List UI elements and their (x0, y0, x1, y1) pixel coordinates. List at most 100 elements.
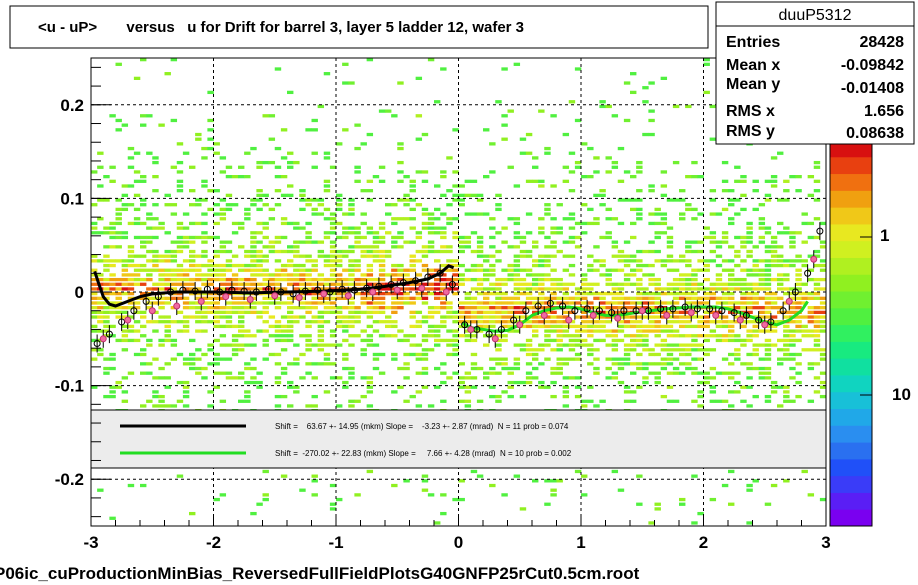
heatmap-cell (654, 329, 661, 333)
heatmap-cell (495, 343, 502, 347)
heatmap-cell (97, 259, 104, 263)
heatmap-cell (103, 282, 110, 286)
heatmap-cell (164, 376, 171, 380)
heatmap-cell (654, 287, 661, 291)
heatmap-cell (483, 296, 490, 300)
heatmap-cell (581, 287, 588, 291)
heatmap-cell (121, 390, 129, 394)
heatmap-cell (115, 62, 122, 66)
heatmap-cell (519, 151, 527, 155)
heatmap-cell (360, 142, 367, 146)
heatmap-cell (581, 292, 588, 296)
heatmap-cell (360, 292, 367, 296)
heatmap-cell (329, 240, 337, 244)
heatmap-cell (268, 137, 276, 141)
heatmap-cell (305, 128, 312, 132)
heatmap-cell (752, 292, 759, 296)
heatmap-cell (152, 329, 159, 333)
heatmap-cell (409, 189, 416, 193)
heatmap-cell (366, 315, 374, 319)
heatmap-cell (127, 146, 135, 151)
heatmap-cell (538, 231, 545, 235)
heatmap-cell (709, 334, 717, 338)
heatmap-cell (501, 324, 508, 329)
heatmap-cell (721, 179, 729, 183)
heatmap-cell (146, 320, 153, 324)
heatmap-cell (525, 362, 533, 366)
heatmap-cell (311, 343, 318, 347)
data-point (265, 285, 273, 293)
heatmap-cell (287, 380, 294, 385)
heatmap-cell (819, 394, 827, 399)
heatmap-cell (513, 320, 521, 324)
heatmap-cell (795, 362, 802, 366)
heatmap-cell (611, 292, 619, 296)
heatmap-cell (140, 254, 147, 258)
heatmap-cell (740, 259, 747, 263)
heatmap-cell (789, 310, 796, 314)
heatmap-cell (489, 394, 496, 399)
heatmap-cell (507, 306, 514, 310)
heatmap-cell (434, 259, 441, 263)
heatmap-cell (121, 338, 129, 343)
heatmap-cell (329, 277, 337, 282)
heatmap-cell (305, 203, 312, 207)
heatmap-cell (452, 497, 459, 502)
heatmap-cell (140, 292, 147, 296)
heatmap-cell (654, 310, 661, 314)
heatmap-cell (470, 469, 478, 474)
heatmap-cell (262, 338, 269, 343)
heatmap-cell (378, 179, 386, 183)
heatmap-cell (752, 366, 759, 371)
heatmap-cell (336, 198, 343, 202)
heatmap-cell (201, 179, 208, 183)
heatmap-cell (201, 376, 208, 380)
heatmap-cell (213, 221, 220, 226)
heatmap-cell (421, 226, 429, 230)
heatmap-cell (372, 357, 380, 361)
heatmap-cell (182, 324, 190, 329)
heatmap-cell (152, 203, 159, 207)
heatmap-cell (789, 334, 796, 338)
heatmap-cell (587, 329, 594, 333)
heatmap-cell (777, 221, 784, 226)
heatmap-cell (581, 277, 588, 282)
heatmap-cell (146, 249, 153, 254)
heatmap-cell (813, 160, 821, 165)
heatmap-cell (574, 118, 582, 123)
heatmap-cell (464, 235, 472, 240)
heatmap-cell (470, 179, 478, 183)
heatmap-cell (158, 277, 165, 282)
heatmap-cell (348, 296, 355, 300)
heatmap-cell (231, 338, 239, 343)
heatmap-cell (274, 306, 282, 310)
heatmap-cell (617, 366, 625, 371)
heatmap-cell (176, 320, 184, 324)
heatmap-cell (617, 146, 625, 151)
heatmap-cell (538, 301, 545, 305)
heatmap-cell (470, 249, 478, 254)
x-tick-label: 1 (576, 533, 585, 552)
heatmap-cell (556, 301, 563, 305)
heatmap-cell (691, 301, 698, 305)
heatmap-cell (764, 245, 772, 249)
heatmap-cell (642, 362, 649, 366)
heatmap-cell (305, 292, 312, 296)
heatmap-cell (403, 287, 410, 291)
heatmap-cell (789, 263, 796, 268)
heatmap-cell (513, 292, 521, 296)
heatmap-cell (764, 193, 772, 197)
heatmap-cell (127, 324, 135, 329)
heatmap-cell (250, 357, 257, 361)
heatmap-cell (213, 296, 220, 300)
heatmap-cell (213, 385, 220, 389)
heatmap-cell (299, 240, 306, 244)
heatmap-cell (378, 109, 386, 113)
heatmap-cell (470, 385, 478, 389)
heatmap-cell (740, 193, 747, 197)
heatmap-cell (648, 277, 655, 282)
heatmap-cell (452, 268, 459, 272)
heatmap-cell (140, 310, 147, 314)
heatmap-cell (127, 371, 135, 375)
heatmap-cell (807, 277, 815, 282)
